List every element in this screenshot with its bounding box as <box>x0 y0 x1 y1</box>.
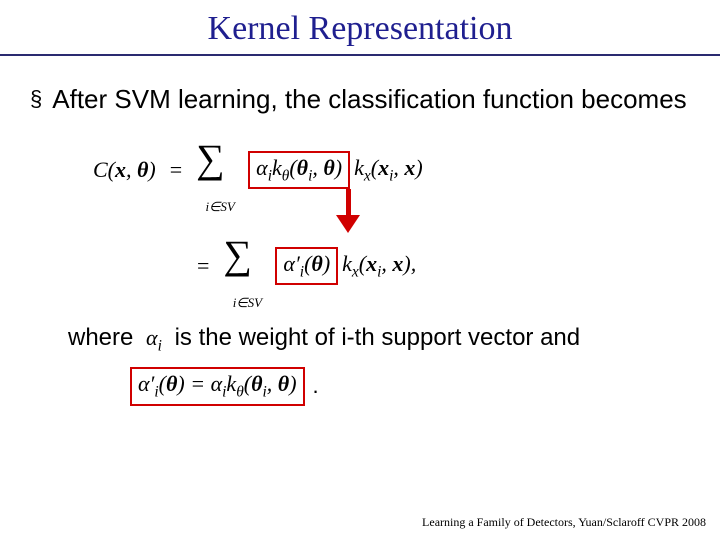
content-area: § After SVM learning, the classification… <box>0 56 720 406</box>
sigma-subscript: i∈SV <box>217 295 277 311</box>
bullet-text: After SVM learning, the classification f… <box>52 82 686 117</box>
highlighted-term-2: α′i(θ) <box>275 247 338 285</box>
summation-1: ∑ i∈SV <box>196 139 242 201</box>
tail-term-2: kx(xi, x), <box>342 251 416 281</box>
footer-citation: Learning a Family of Detectors, Yuan/Scl… <box>422 515 706 530</box>
sigma-symbol: ∑ <box>196 135 225 182</box>
equation-line-2: = ∑ i∈SV α′i(θ) kx(xi, x), <box>183 235 416 297</box>
equals-sign: = <box>197 253 209 279</box>
equation-line-3: α′i(θ) = αikθ(θi, θ) . <box>130 367 690 405</box>
equals-sign: = <box>170 157 182 183</box>
alpha-symbol-inline: αi <box>146 323 162 357</box>
bullet-item: § After SVM learning, the classification… <box>30 82 690 117</box>
highlighted-term-3: α′i(θ) = αikθ(θi, θ) <box>130 367 305 405</box>
equation-line-1: C(x, θ) = ∑ i∈SV αikθ(θi, θ) kx(xi, x) <box>93 139 423 201</box>
sigma-subscript: i∈SV <box>190 199 250 215</box>
summation-2: ∑ i∈SV <box>223 235 269 297</box>
where-middle: is the weight of i-th support vector and <box>175 324 581 351</box>
arrow-down-icon <box>336 189 360 233</box>
tail-term-1: kx(xi, x) <box>354 155 423 185</box>
equation-lhs: C(x, θ) <box>93 157 156 183</box>
highlighted-term-1: αikθ(θi, θ) <box>248 151 350 189</box>
sigma-symbol: ∑ <box>223 231 252 278</box>
where-prefix: where <box>68 324 140 351</box>
slide-title: Kernel Representation <box>0 0 720 54</box>
equation-area: C(x, θ) = ∑ i∈SV αikθ(θi, θ) kx(xi, x) =… <box>68 131 690 306</box>
where-text: where αi is the weight of i-th support v… <box>68 322 690 357</box>
bullet-marker: § <box>30 82 42 114</box>
equation-period: . <box>313 373 319 399</box>
